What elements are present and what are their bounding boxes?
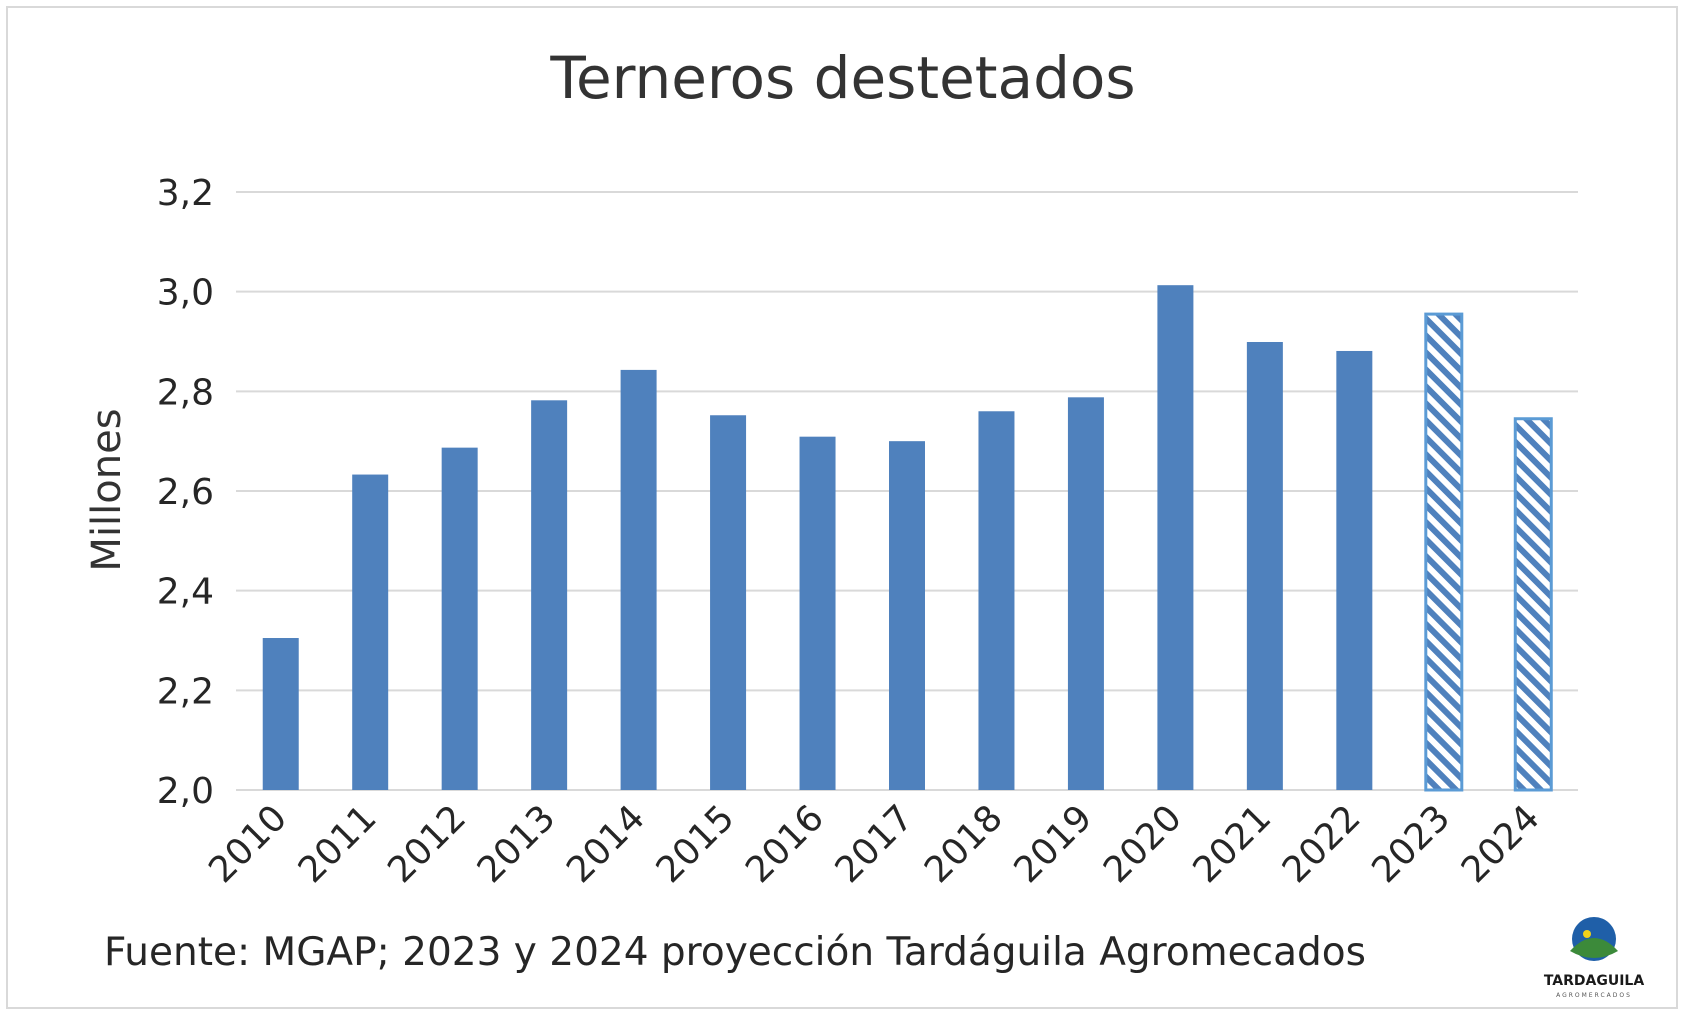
x-tick-label-2013: 2013 <box>470 797 564 891</box>
x-tick-label-2015: 2015 <box>649 797 743 891</box>
bars <box>262 285 1553 792</box>
bar-2020 <box>1157 285 1194 790</box>
x-axis-ticks: 2010201120122013201420152016201720182019… <box>201 797 1547 891</box>
x-tick-label-2017: 2017 <box>828 797 922 891</box>
chart-frame <box>6 6 1678 1009</box>
y-tick-label: 2,2 <box>157 671 214 712</box>
logo-text: TARDAGUILA <box>1544 973 1645 989</box>
x-tick-label-2016: 2016 <box>738 797 832 891</box>
x-tick-label-2014: 2014 <box>559 797 653 891</box>
x-tick-label-2022: 2022 <box>1275 797 1369 891</box>
x-tick-label-2024: 2024 <box>1454 797 1548 891</box>
y-tick-label: 2,4 <box>157 572 214 613</box>
bar-2011 <box>352 474 389 790</box>
bar-2018 <box>978 411 1015 790</box>
x-tick-label-2020: 2020 <box>1096 797 1190 891</box>
y-axis-label: Millones <box>84 408 130 571</box>
bar-2015 <box>710 415 747 790</box>
y-axis-ticks: 2,0 2,2 2,4 2,6 2,8 3,0 3,2 <box>157 173 214 812</box>
tardaguila-logo: TARDAGUILA AGROMERCADOS <box>1544 917 1645 999</box>
bar-2022 <box>1336 350 1373 790</box>
x-tick-label-2019: 2019 <box>1007 797 1101 891</box>
bar-2014 <box>620 369 657 790</box>
y-tick-label: 2,8 <box>157 372 214 413</box>
y-tick-label: 3,2 <box>157 173 214 214</box>
bar-2021 <box>1246 341 1283 790</box>
bar-2012 <box>441 447 478 790</box>
bar-projected-2023 <box>1424 312 1464 792</box>
x-tick-label-2021: 2021 <box>1185 797 1279 891</box>
y-tick-label: 3,0 <box>157 273 214 314</box>
bar-2010 <box>262 638 299 790</box>
x-tick-label-2012: 2012 <box>380 797 474 891</box>
chart-title: Terneros destetados <box>550 44 1136 112</box>
x-tick-label-2023: 2023 <box>1364 797 1458 891</box>
bar-2013 <box>531 400 568 790</box>
bar-2019 <box>1067 397 1104 790</box>
logo-subtext: AGROMERCADOS <box>1556 992 1632 999</box>
y-tick-label: 2,0 <box>157 771 214 812</box>
bar-2016 <box>799 436 836 790</box>
x-tick-label-2018: 2018 <box>917 797 1011 891</box>
x-tick-label-2010: 2010 <box>201 797 295 891</box>
source-note: Fuente: MGAP; 2023 y 2024 proyección Tar… <box>104 930 1366 975</box>
bar-2017 <box>889 441 925 790</box>
x-tick-label-2011: 2011 <box>291 797 385 891</box>
bar-projected-2024 <box>1513 417 1553 792</box>
y-tick-label: 2,6 <box>157 472 214 513</box>
